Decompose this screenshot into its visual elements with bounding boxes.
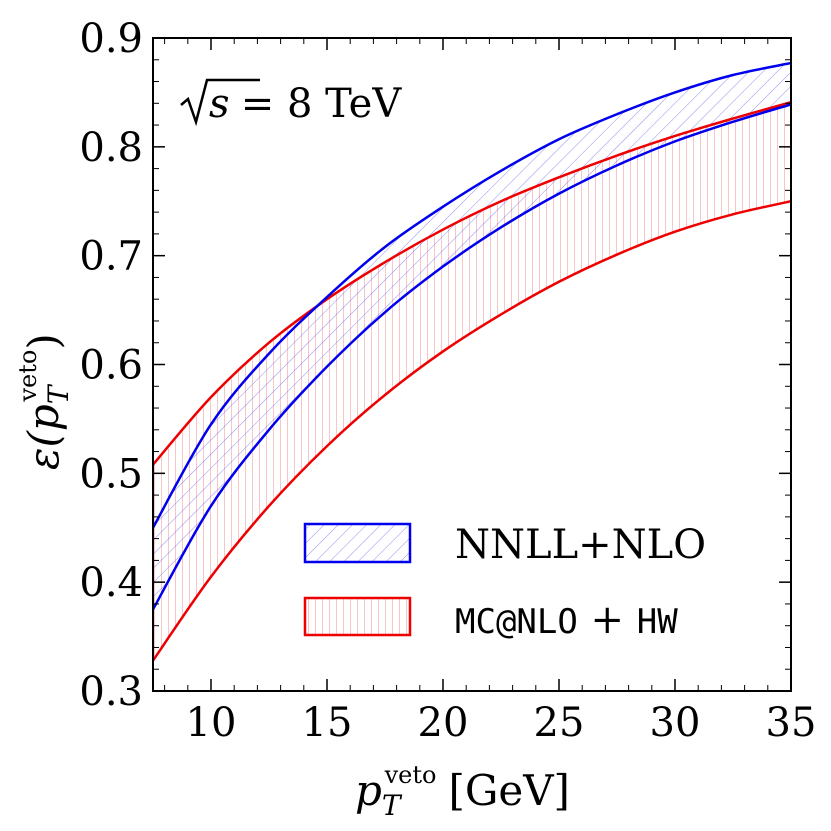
bands-layer bbox=[153, 63, 791, 661]
legend-label-mcnlo-hw: MC@NLO + HW bbox=[455, 597, 678, 643]
x-tick-label: 25 bbox=[534, 700, 585, 746]
y-axis-label-sub: T bbox=[42, 383, 75, 404]
y-tick-label: 0.5 bbox=[79, 451, 143, 497]
y-tick-label: 0.3 bbox=[79, 669, 143, 715]
y-axis-label-sup: veto bbox=[14, 350, 42, 403]
legend-label-plus: + bbox=[578, 597, 637, 643]
curve-upper-nnll-nlo bbox=[153, 61, 791, 529]
legend-item-mcnlo-hw: MC@NLO + HW bbox=[303, 596, 678, 643]
legend-label-nnll-nlo: NNLL+NLO bbox=[455, 522, 706, 568]
y-axis-label: ε(pTveto) bbox=[14, 333, 75, 470]
x-tick-label: 15 bbox=[302, 700, 353, 746]
x-axis-label-sup: veto bbox=[384, 761, 437, 789]
ticks-layer bbox=[153, 37, 792, 692]
annotation-variable: s bbox=[209, 81, 230, 127]
x-axis-label-unit: [GeV] bbox=[448, 766, 570, 815]
y-axis-label-close: ) bbox=[19, 333, 68, 349]
y-tick-label: 0.7 bbox=[79, 234, 143, 280]
annotation-text: = 8 TeV bbox=[228, 81, 402, 127]
legend-label-mcnlo: MC@NLO bbox=[455, 602, 578, 642]
y-tick-label: 0.4 bbox=[79, 560, 143, 606]
y-tick-label: 0.6 bbox=[79, 343, 143, 389]
curve-upper-mcnlo-hw bbox=[153, 101, 791, 466]
x-tick-label: 10 bbox=[186, 700, 237, 746]
tick-labels-layer: 10 15 20 25 30 35 0.3 0.4 0.5 0.6 0.7 0.8 0.9 bbox=[79, 16, 816, 746]
band-mcnlo-hw bbox=[153, 102, 791, 661]
curve-lower-nnll-nlo bbox=[153, 103, 791, 610]
legend-swatch-nnll-nlo bbox=[303, 522, 412, 564]
y-axis-label-main: ε(p bbox=[19, 404, 68, 470]
x-tick-label: 20 bbox=[418, 700, 469, 746]
curve-lower-mcnlo-hw bbox=[153, 200, 791, 662]
legend-label-hw: HW bbox=[637, 602, 678, 642]
x-tick-label: 35 bbox=[766, 700, 817, 746]
legend-item-nnll-nlo: NNLL+NLO bbox=[303, 522, 706, 568]
x-axis-label: pTveto [GeV] bbox=[355, 761, 570, 822]
legend-swatch-mcnlo-hw bbox=[303, 596, 412, 637]
sqrt-radical-symbol bbox=[180, 78, 260, 127]
y-tick-label: 0.8 bbox=[79, 125, 143, 171]
x-tick-label: 30 bbox=[650, 700, 701, 746]
y-tick-label: 0.9 bbox=[79, 16, 143, 62]
x-axis-label-sub: T bbox=[382, 789, 403, 822]
energy-annotation: s = 8 TeV bbox=[180, 78, 402, 127]
legend: NNLL+NLO MC@NLO + HW bbox=[303, 522, 706, 643]
curves-layer bbox=[153, 61, 791, 662]
band-nnll-nlo bbox=[153, 63, 791, 610]
x-axis-label-main: p bbox=[355, 766, 382, 815]
